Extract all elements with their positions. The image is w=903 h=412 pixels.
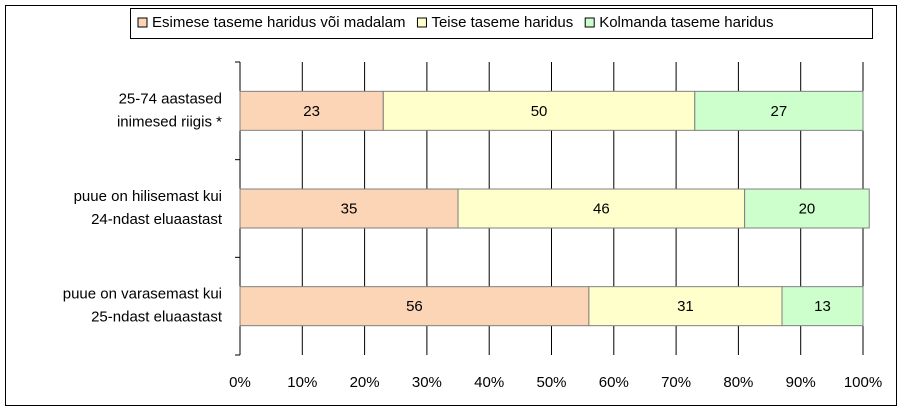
value-label: 31 [677, 298, 694, 315]
y-tick-label-line: 25-ndast eluaastast [91, 309, 223, 326]
x-tick-label: 70% [661, 374, 691, 391]
bar [239, 90, 384, 131]
x-tick-label: 40% [474, 374, 504, 391]
value-label: 46 [593, 200, 610, 217]
legend-swatch [416, 17, 427, 28]
value-label: 20 [799, 200, 816, 217]
legend-label: Kolmanda taseme haridus [599, 14, 773, 31]
y-tick-label: 25-74 aastased inimesed riigis * [117, 90, 222, 130]
x-tick-label: 20% [350, 374, 380, 391]
x-tick-label: 50% [536, 374, 566, 391]
value-label: 23 [303, 103, 320, 120]
bar [588, 286, 783, 327]
bar [781, 286, 864, 327]
x-tick-label: 90% [786, 374, 816, 391]
x-tick-label: 100% [844, 374, 882, 391]
y-tick-label-line: 25-74 aastased [119, 90, 222, 107]
bar [457, 188, 746, 229]
x-tick-label: 10% [287, 374, 317, 391]
value-label: 35 [341, 200, 358, 217]
y-tick-label: puue on varasemast kui 25-ndast eluaastas… [63, 286, 223, 326]
y-tick-label-line: inimesed riigis * [117, 113, 222, 130]
legend-swatch [137, 17, 148, 28]
legend-label: Teise taseme haridus [431, 14, 573, 31]
legend-label: Esimese taseme haridus või madalam [152, 14, 405, 31]
bar [744, 188, 870, 229]
value-label: 27 [771, 103, 788, 120]
y-tick-label-line: puue on varasemast kui [63, 286, 222, 303]
bar [382, 90, 696, 131]
value-label: 50 [531, 103, 548, 120]
x-tick-label: 30% [412, 374, 442, 391]
y-tick-label: puue on hilisemast kui 24-ndast eluaastas… [74, 188, 223, 228]
x-tick-label: 0% [229, 374, 251, 391]
bar [694, 90, 864, 131]
y-tick-label-line: puue on hilisemast kui [74, 188, 222, 205]
value-label: 56 [406, 298, 423, 315]
y-tick-label-line: 24-ndast eluaastast [91, 211, 223, 228]
legend-swatch [584, 17, 595, 28]
x-tick-label: 80% [723, 374, 753, 391]
x-tick-label: 60% [599, 374, 629, 391]
legend-box [130, 8, 873, 39]
value-label: 13 [814, 298, 831, 315]
bar [239, 188, 459, 229]
